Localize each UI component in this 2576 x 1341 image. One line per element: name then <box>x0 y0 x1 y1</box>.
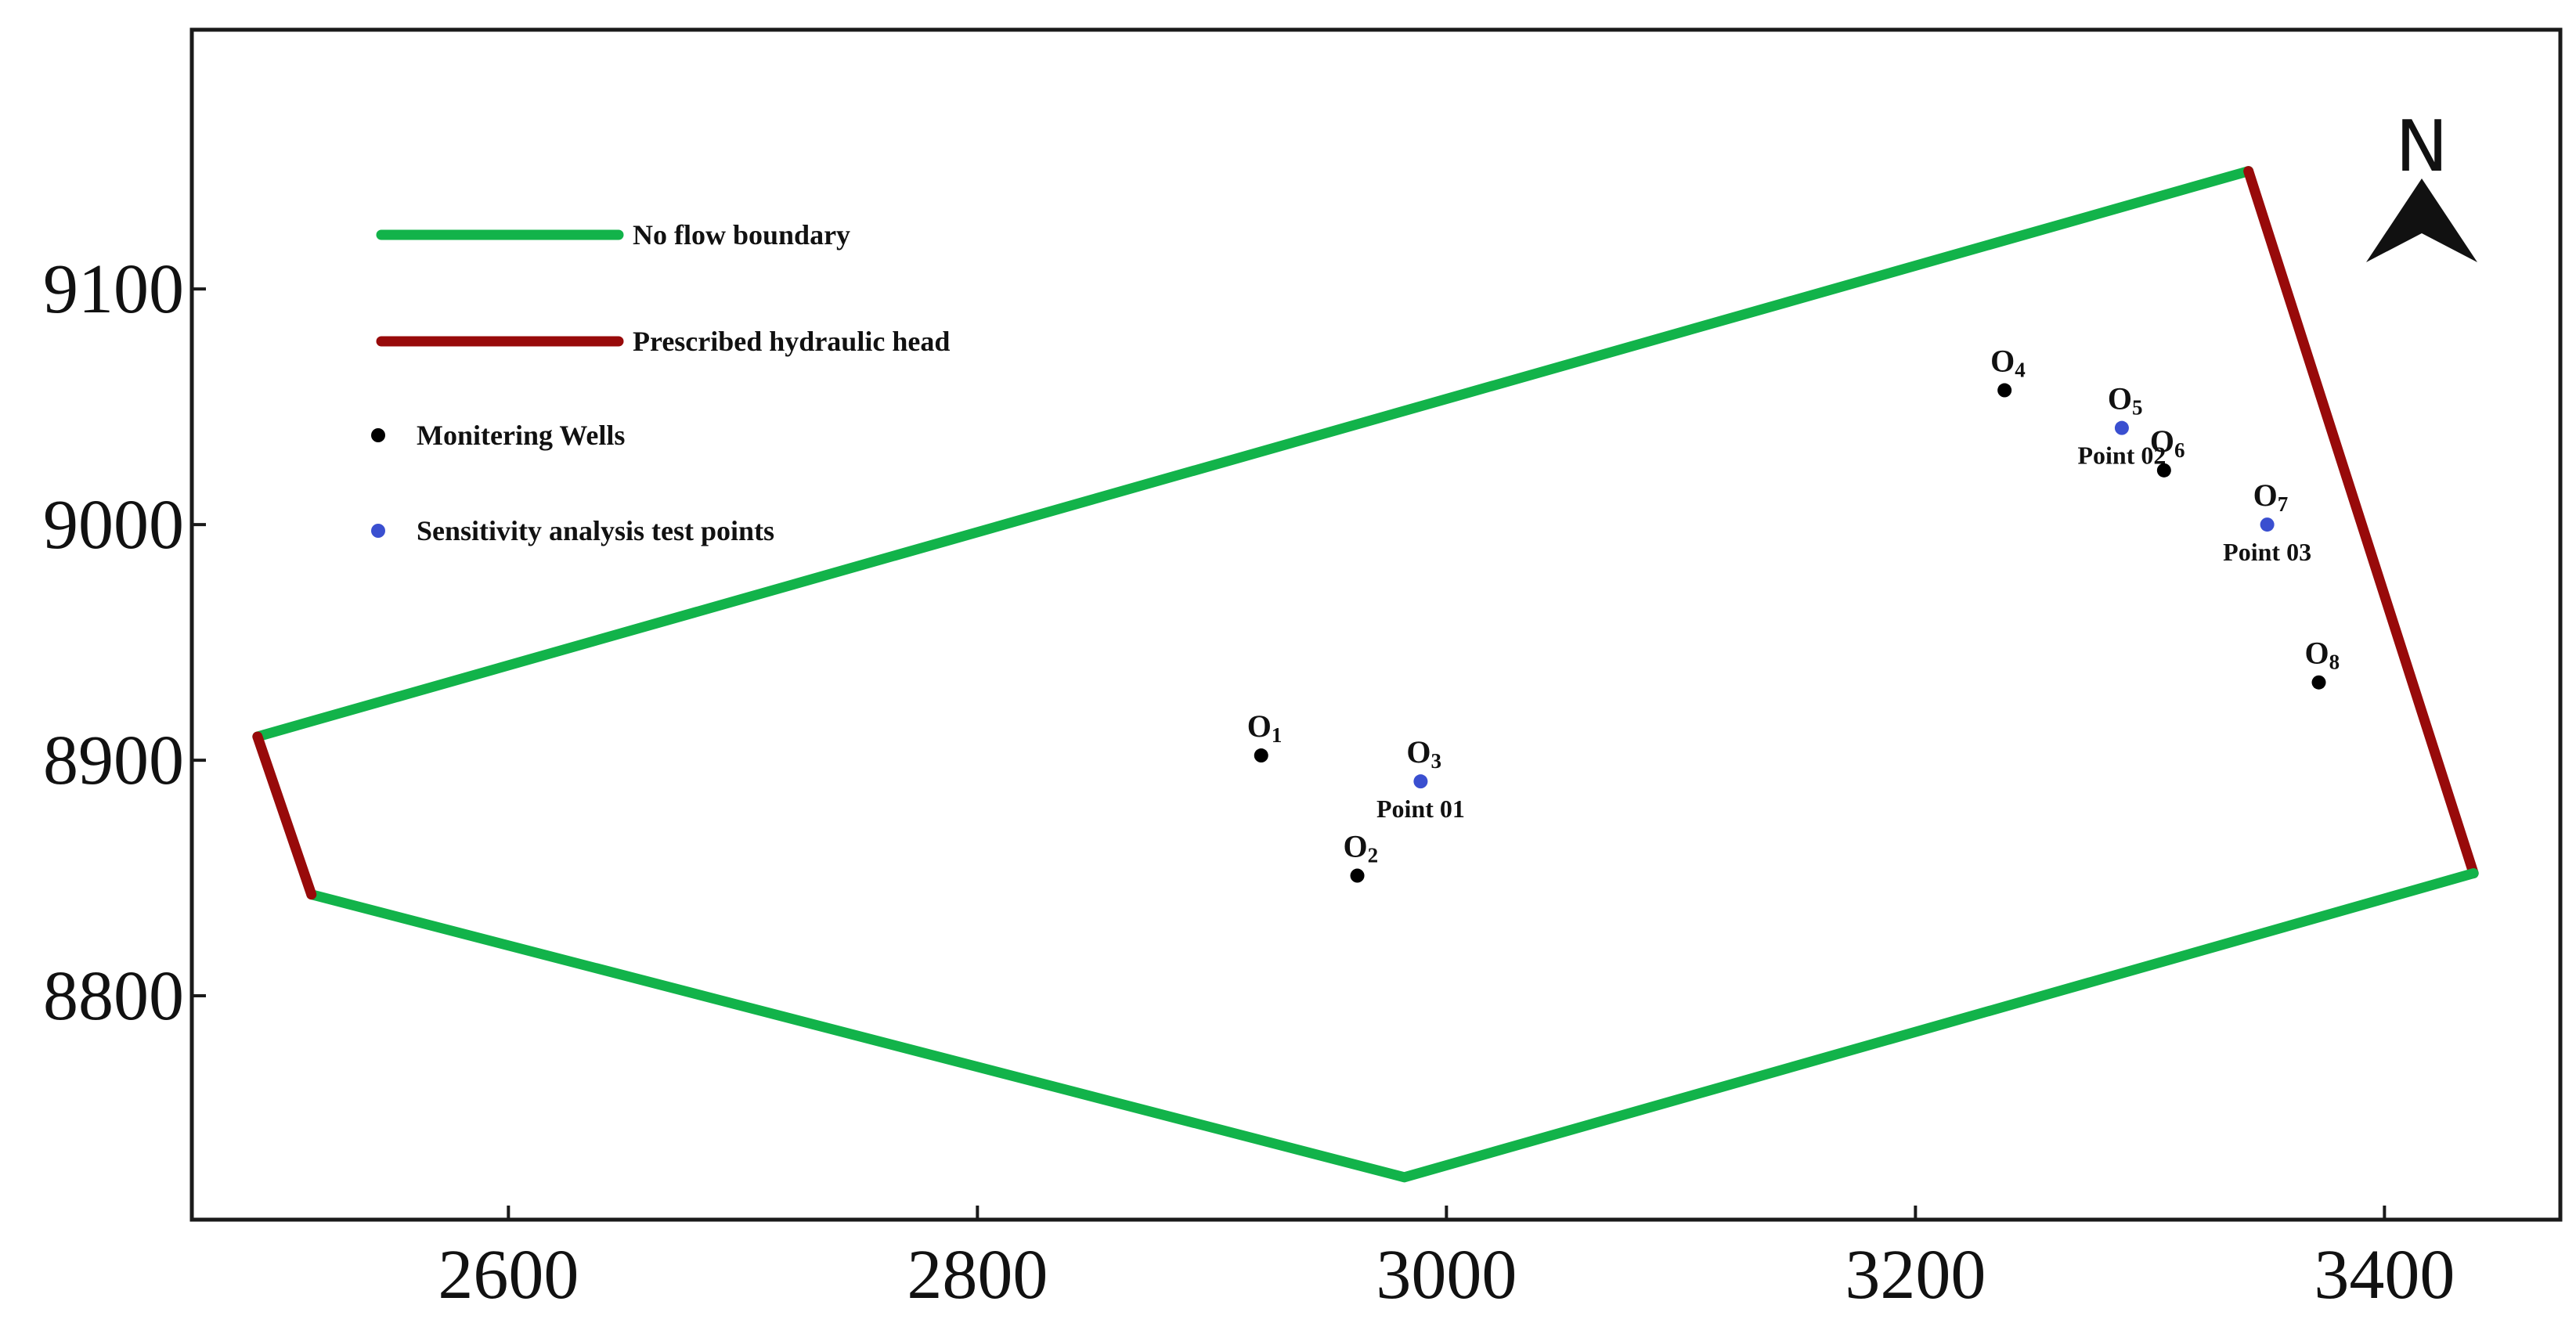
y-tick-label: 9000 <box>43 486 184 564</box>
well-label: O3 <box>1406 734 1441 773</box>
y-tick-label: 8900 <box>43 722 184 799</box>
well-marker <box>2156 463 2171 478</box>
well-label: O8 <box>2305 636 2340 674</box>
well-O8: O8 <box>2305 636 2340 690</box>
x-tick-label: 2600 <box>438 1236 579 1314</box>
x-tick-label: 2800 <box>907 1236 1048 1314</box>
well-label: O5 <box>2108 381 2143 420</box>
well-label: O6 <box>2150 424 2185 462</box>
legend-label: Monitering Wells <box>417 420 625 451</box>
legend-item-1: No flow boundary <box>376 219 850 251</box>
well-label: O7 <box>2253 478 2289 516</box>
y-tick-label: 9100 <box>43 251 184 328</box>
well-label: O1 <box>1247 708 1283 747</box>
legend-dot-swatch <box>371 524 385 538</box>
test-point-label: Point 01 <box>1376 795 1465 823</box>
legend: No flow boundary Prescribed hydraulic hea… <box>371 219 950 546</box>
well-marker <box>1350 868 1365 883</box>
no-flow-boundary-1 <box>252 166 2254 742</box>
test-point-marker <box>2114 420 2129 435</box>
well-marker <box>1254 748 1268 763</box>
legend-item-2: Prescribed hydraulic head <box>376 326 950 357</box>
north-arrow-right-half <box>2422 178 2477 262</box>
north-arrow-left-half <box>2366 178 2422 262</box>
test-point-label: Point 02 <box>2077 442 2166 470</box>
legend-label: No flow boundary <box>633 219 850 251</box>
test-point-marker <box>2260 517 2275 532</box>
legend-label: Sensitivity analysis test points <box>417 515 774 546</box>
legend-dot-swatch <box>371 428 385 442</box>
well-O2: O2 <box>1344 829 1379 883</box>
x-tick-label: 3400 <box>2314 1236 2455 1314</box>
legend-item-3: Monitering Wells <box>371 420 625 451</box>
legend-item-4: Sensitivity analysis test points <box>371 515 774 546</box>
well-marker <box>2311 675 2326 690</box>
well-O3: O3 Point 01 <box>1376 734 1465 823</box>
head-boundary-2 <box>2243 166 2479 879</box>
no-flow-boundary-3 <box>306 868 2479 1183</box>
well-O5: O5 Point 02 <box>2077 381 2166 470</box>
head-boundary-4 <box>252 731 317 900</box>
y-tick-label: 8800 <box>43 957 184 1035</box>
x-tick-label: 3200 <box>1845 1236 1986 1314</box>
well-O4: O4 <box>1990 344 2026 398</box>
well-label: O4 <box>1990 344 2026 382</box>
north-label: N <box>2395 106 2448 188</box>
well-label: O2 <box>1344 829 1379 867</box>
test-point-marker <box>1413 774 1428 789</box>
well-O7: O7 Point 03 <box>2223 478 2311 566</box>
x-axis: 2600 2800 3000 3200 3400 <box>438 1206 2455 1314</box>
well-O6: O6 <box>2150 424 2185 478</box>
map-frame <box>189 27 2563 1222</box>
y-axis: 8800 8900 9000 9100 <box>43 251 206 1035</box>
x-tick-label: 3000 <box>1376 1236 1517 1314</box>
boundary-layer <box>252 166 2479 1183</box>
well-marker <box>1997 383 2012 398</box>
test-point-label: Point 03 <box>2223 538 2311 566</box>
north-arrow-icon: N <box>2366 106 2477 262</box>
legend-label: Prescribed hydraulic head <box>633 326 950 357</box>
well-O1: O1 <box>1247 708 1283 763</box>
